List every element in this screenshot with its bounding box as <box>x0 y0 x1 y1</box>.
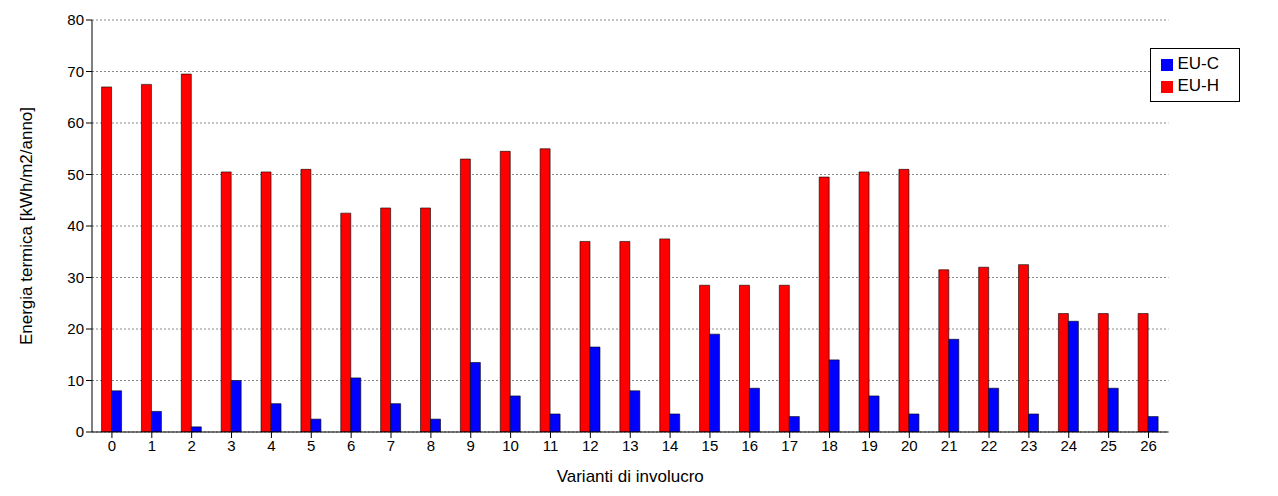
svg-text:10: 10 <box>502 437 519 454</box>
svg-text:1: 1 <box>148 437 156 454</box>
svg-text:12: 12 <box>582 437 599 454</box>
svg-text:26: 26 <box>1140 437 1157 454</box>
svg-text:4: 4 <box>267 437 275 454</box>
svg-text:3: 3 <box>227 437 235 454</box>
svg-text:24: 24 <box>1060 437 1077 454</box>
svg-text:20: 20 <box>901 437 918 454</box>
svg-text:Varianti di involucro: Varianti di involucro <box>557 467 704 486</box>
svg-text:22: 22 <box>981 437 998 454</box>
svg-text:8: 8 <box>427 437 435 454</box>
svg-text:18: 18 <box>821 437 838 454</box>
svg-text:15: 15 <box>702 437 719 454</box>
svg-text:19: 19 <box>861 437 878 454</box>
svg-text:9: 9 <box>467 437 475 454</box>
svg-text:11: 11 <box>543 437 559 454</box>
html-text:EU-H: EU-H <box>1177 76 1219 95</box>
svg-text:0: 0 <box>108 437 116 454</box>
svg-text:13: 13 <box>622 437 639 454</box>
svg-text:Energia termica [kWh/m2/anno]: Energia termica [kWh/m2/anno] <box>17 107 36 345</box>
svg-text:21: 21 <box>941 437 958 454</box>
svg-text:2: 2 <box>187 437 195 454</box>
svg-text:7: 7 <box>387 437 395 454</box>
svg-text:40: 40 <box>67 217 84 234</box>
svg-text:0: 0 <box>76 423 84 440</box>
svg-text:25: 25 <box>1100 437 1117 454</box>
svg-text:5: 5 <box>307 437 315 454</box>
svg-text:20: 20 <box>67 320 84 337</box>
svg-text:10: 10 <box>67 372 84 389</box>
svg-text:50: 50 <box>67 166 84 183</box>
svg-text:70: 70 <box>67 63 84 80</box>
svg-text:16: 16 <box>741 437 758 454</box>
svg-text:17: 17 <box>781 437 798 454</box>
svg-text:14: 14 <box>662 437 679 454</box>
svg-text:6: 6 <box>347 437 355 454</box>
svg-text:60: 60 <box>67 114 84 131</box>
svg-text:80: 80 <box>67 11 84 28</box>
html-text:EU-C: EU-C <box>1177 54 1219 73</box>
svg-text:30: 30 <box>67 269 84 286</box>
svg-text:23: 23 <box>1021 437 1038 454</box>
